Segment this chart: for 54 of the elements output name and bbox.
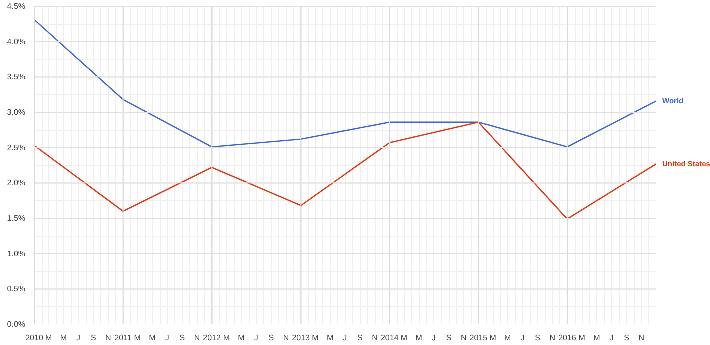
x-tick-label: M	[60, 334, 68, 342]
x-tick-label: M	[400, 334, 408, 342]
x-tick-label: M	[578, 334, 586, 342]
x-tick-label: M	[238, 334, 246, 342]
x-tick-label: 2011	[114, 334, 132, 342]
y-tick-label: 1.0%	[7, 249, 26, 258]
x-tick-label: J	[610, 334, 614, 342]
x-tick-label: S	[624, 334, 630, 342]
y-tick-label: 1.5%	[7, 214, 26, 223]
y-tick-label: 4.0%	[7, 37, 26, 46]
y-tick-label: 2.0%	[7, 178, 26, 188]
x-tick-label: S	[180, 334, 186, 342]
x-tick-label: M	[594, 334, 601, 342]
y-tick-label: 4.5%	[7, 2, 26, 11]
x-tick-label: J	[432, 334, 436, 342]
y-tick-label: 0.5%	[7, 284, 26, 294]
x-tick-label: 2013	[292, 334, 311, 342]
x-tick-label: M	[416, 334, 423, 342]
line-series	[34, 122, 656, 220]
x-tick-label: 2016	[558, 334, 577, 342]
x-tick-label: 2012	[203, 334, 222, 342]
x-tick-label: M	[149, 334, 156, 342]
x-tick-label: M	[134, 334, 142, 342]
x-tick-label: M	[46, 334, 53, 342]
x-tick-label: M	[504, 334, 512, 342]
x-tick-label: 2015	[470, 334, 488, 342]
x-tick-label: S	[446, 334, 452, 342]
y-tick-label: 2.5%	[7, 143, 26, 152]
x-tick-label: N	[550, 334, 556, 342]
y-tick-label: 3.5%	[7, 72, 26, 82]
x-tick-label: S	[90, 334, 96, 342]
x-tick-label: M	[223, 334, 230, 342]
x-tick-label: N	[460, 334, 467, 342]
y-tick-label: 3.0%	[7, 108, 26, 117]
x-tick-label: N	[372, 334, 378, 342]
x-tick-label: J	[343, 334, 348, 342]
x-tick-label: J	[165, 334, 170, 342]
x-tick-label: S	[358, 334, 363, 342]
x-tick-label: S	[535, 334, 540, 342]
x-tick-label: M	[326, 334, 334, 342]
x-tick-label: N	[106, 334, 112, 342]
x-tick-label: J	[254, 334, 258, 342]
x-tick-label: N	[638, 334, 645, 342]
x-tick-label: J	[520, 334, 525, 342]
y-tick-label: 0.0%	[7, 320, 26, 329]
x-tick-label: J	[76, 334, 81, 342]
line-series	[34, 19, 656, 148]
x-tick-label: S	[268, 334, 274, 342]
x-tick-label: M	[312, 334, 320, 342]
x-tick-label: M	[490, 334, 497, 342]
x-tick-label: 2010	[26, 334, 44, 342]
x-tick-label: N	[283, 334, 290, 342]
x-tick-label: 2014	[380, 334, 400, 342]
x-tick-label: N	[194, 334, 200, 342]
